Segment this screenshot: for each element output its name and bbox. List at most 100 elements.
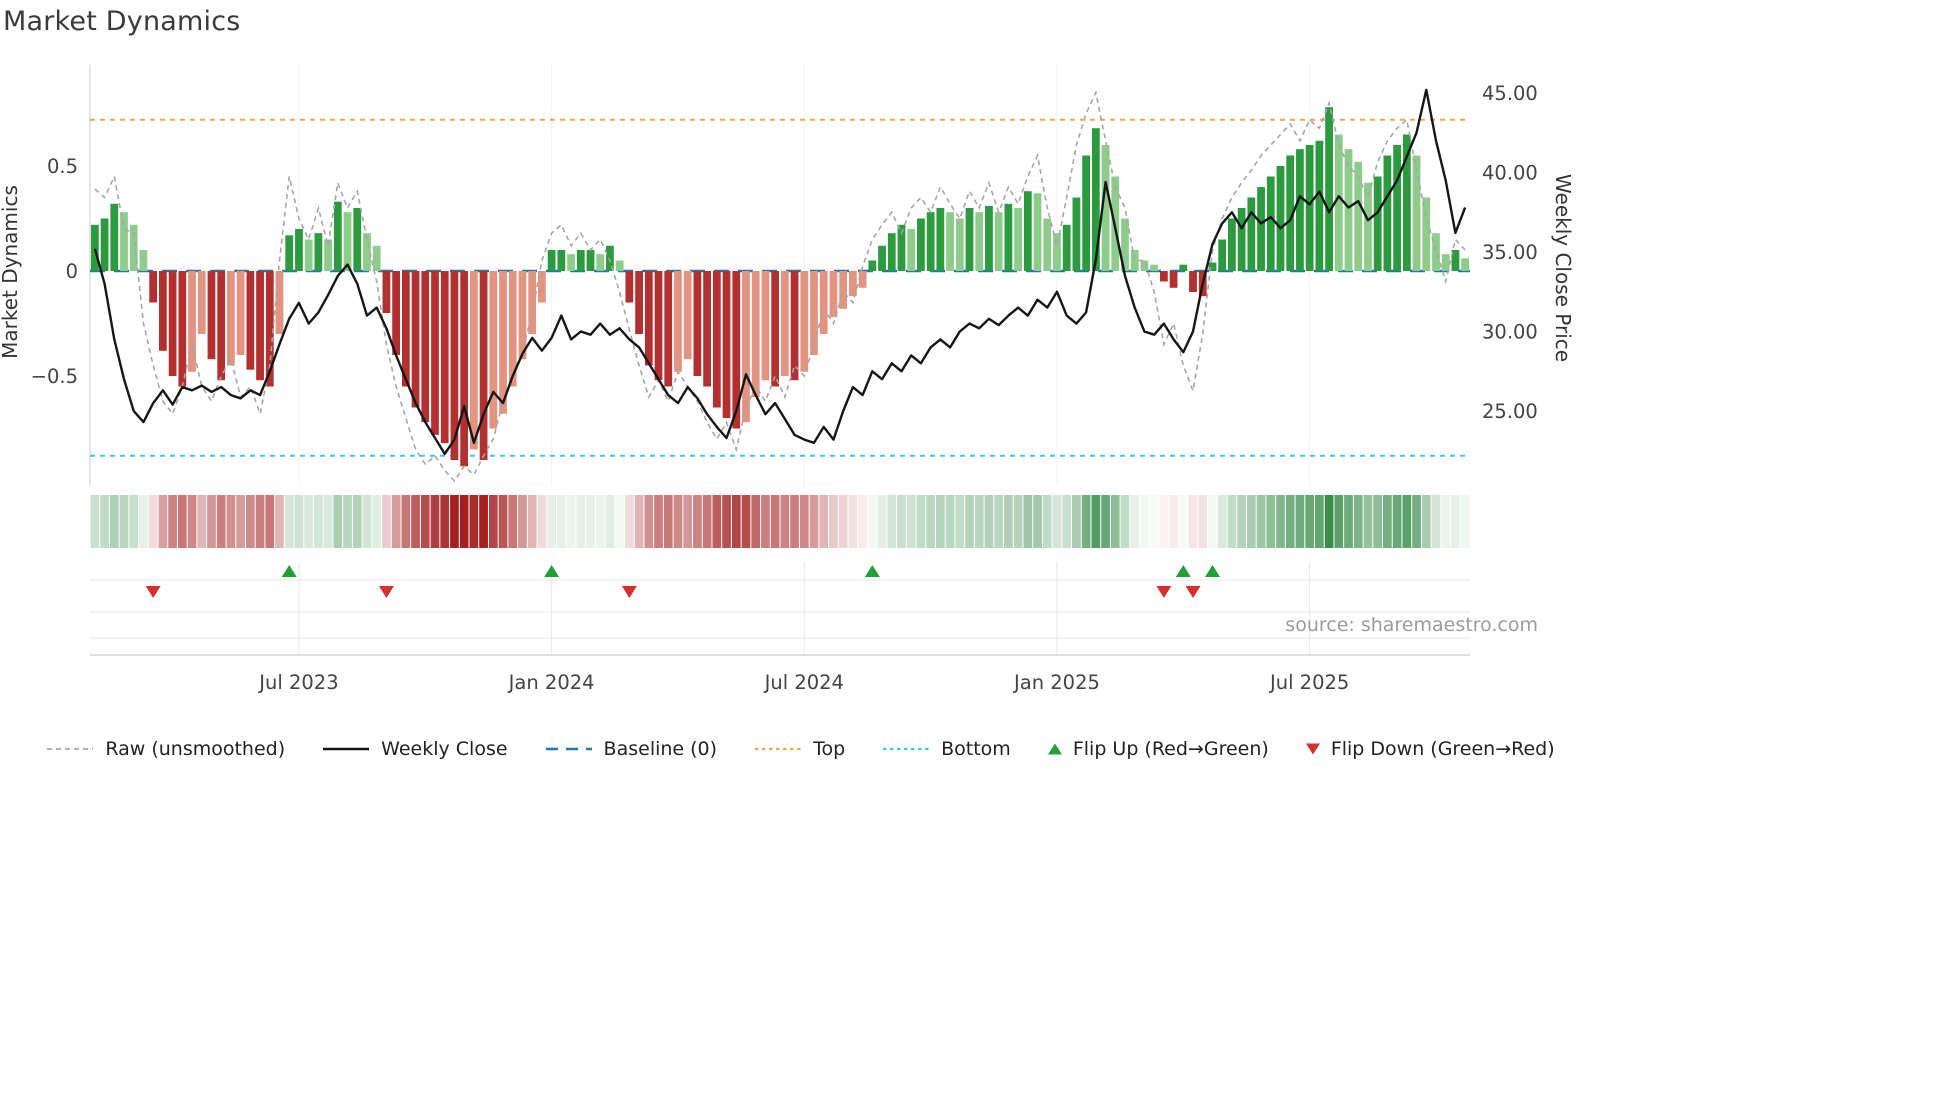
oscillator-bar [1247, 197, 1256, 271]
oscillator-bar [1402, 134, 1411, 271]
oscillator-bar [1354, 161, 1363, 271]
heatmap-cell [420, 495, 430, 548]
oscillator-bar [1432, 233, 1440, 271]
oscillator-bar [576, 250, 585, 271]
heatmap-cell [129, 495, 139, 548]
oscillator-bar [1305, 145, 1314, 271]
heatmap-cell [576, 495, 586, 548]
oscillator-bar [946, 212, 954, 271]
heatmap-cell [1178, 495, 1188, 548]
flip-down-marker [145, 586, 161, 598]
heatmap-cell [245, 495, 255, 548]
oscillator-bar [557, 250, 566, 271]
heatmap-cell [955, 495, 965, 548]
oscillator-bar [1441, 254, 1450, 271]
heatmap-cell [838, 495, 848, 548]
reference-lines [90, 118, 1470, 457]
heatmap-cell [751, 495, 761, 548]
heatmap-cell [1256, 495, 1266, 548]
oscillator-bar [926, 212, 935, 271]
x-axis-tick-label: Jul 2025 [1268, 671, 1349, 694]
heatmap-cell [1227, 495, 1237, 548]
oscillator-bar [1121, 218, 1129, 271]
heatmap-cell [498, 495, 508, 548]
heatmap-cell [1091, 495, 1101, 548]
right-axis-tick-label: 30.00 [1482, 321, 1538, 344]
oscillator-bar [936, 208, 945, 271]
oscillator-bar [1257, 187, 1265, 271]
heatmap-cell [1285, 495, 1295, 548]
heatmap-cell [1198, 495, 1208, 548]
oscillator-bar [207, 271, 216, 360]
oscillator-bar [178, 271, 187, 387]
oscillator-bar [1004, 203, 1013, 271]
legend-label-top: Top [813, 738, 846, 760]
oscillator-bar [606, 245, 614, 271]
oscillator-bar [674, 271, 682, 372]
oscillator-bar [1218, 239, 1227, 271]
heatmap-cell [858, 495, 867, 548]
heatmap-cell [1052, 495, 1062, 548]
oscillator-bar [149, 271, 158, 303]
oscillator-bar [1325, 107, 1333, 271]
oscillator-bar [1033, 193, 1042, 271]
heatmap-cell [926, 495, 935, 548]
oscillator-bar [440, 271, 449, 444]
oscillator-bar [829, 271, 838, 318]
oscillator-bar [790, 271, 799, 381]
oscillator-bar [712, 271, 721, 408]
heatmap-cell [333, 495, 343, 548]
oscillator-bar [868, 260, 877, 271]
top-line-icon [755, 747, 802, 751]
heatmap-cell [518, 495, 527, 548]
oscillator-bar [907, 229, 916, 271]
x-axis-tick-label: Jul 2023 [257, 671, 338, 694]
oscillator-bar [654, 271, 663, 381]
oscillator-bar [751, 271, 760, 397]
heatmap-cell [566, 495, 576, 548]
heatmap-cell [236, 495, 245, 548]
heatmap-cell [1004, 495, 1013, 548]
left-axis-tick-label: −0.5 [31, 365, 78, 388]
chart-legend: Raw (unsmoothed) Weekly Close Baseline (… [0, 738, 1600, 760]
oscillator-bar [479, 271, 488, 460]
oscillator-bar [168, 271, 177, 376]
legend-label-flip-up: Flip Up (Red→Green) [1072, 738, 1269, 760]
heatmap-cell [440, 495, 450, 548]
heatmap-cell [450, 495, 459, 548]
heatmap-cell [935, 495, 945, 548]
left-axis-tick-label: 0 [66, 260, 78, 283]
heatmap-cell [867, 495, 877, 548]
heatmap-cell [1237, 495, 1246, 548]
heatmap-cell [595, 495, 605, 548]
oscillator-bar [839, 271, 848, 309]
heatmap-cell [265, 495, 275, 548]
heatmap-cell [527, 495, 537, 548]
legend-label-weekly-close: Weekly Close [381, 738, 508, 760]
heatmap-cell [897, 495, 906, 548]
heatmap-cell [605, 495, 615, 548]
heatmap-cell [1383, 495, 1392, 548]
heatmap-cell [1373, 495, 1383, 548]
legend-label-flip-down: Flip Down (Green→Red) [1330, 738, 1555, 760]
heatmap-cell [1101, 495, 1110, 548]
heatmap-cell [1140, 495, 1149, 548]
heatmap-cell [712, 495, 722, 548]
heatmap-strip [90, 495, 1470, 548]
legend-item-weekly-close: Weekly Close [321, 738, 508, 760]
heatmap-cell [469, 495, 479, 548]
market-dynamics-chart: −0.5 0 0.5 25.00 30.00 35.00 40.00 45.00 Jul 202… [0, 65, 1575, 694]
oscillator-bar [411, 271, 420, 408]
heatmap-cell [479, 495, 488, 548]
flip-up-marker [281, 565, 297, 577]
oscillator-bar [975, 212, 984, 271]
oscillator-bar [1159, 271, 1168, 282]
flip-down-triangle [1305, 743, 1320, 755]
heatmap-cell [1266, 495, 1276, 548]
oscillator-bar [1130, 250, 1139, 271]
raw-line-icon [47, 748, 94, 750]
oscillator-bar [703, 271, 711, 387]
oscillator-bar [780, 271, 789, 376]
oscillator-bar [431, 271, 439, 435]
heatmap-cell [226, 495, 236, 548]
